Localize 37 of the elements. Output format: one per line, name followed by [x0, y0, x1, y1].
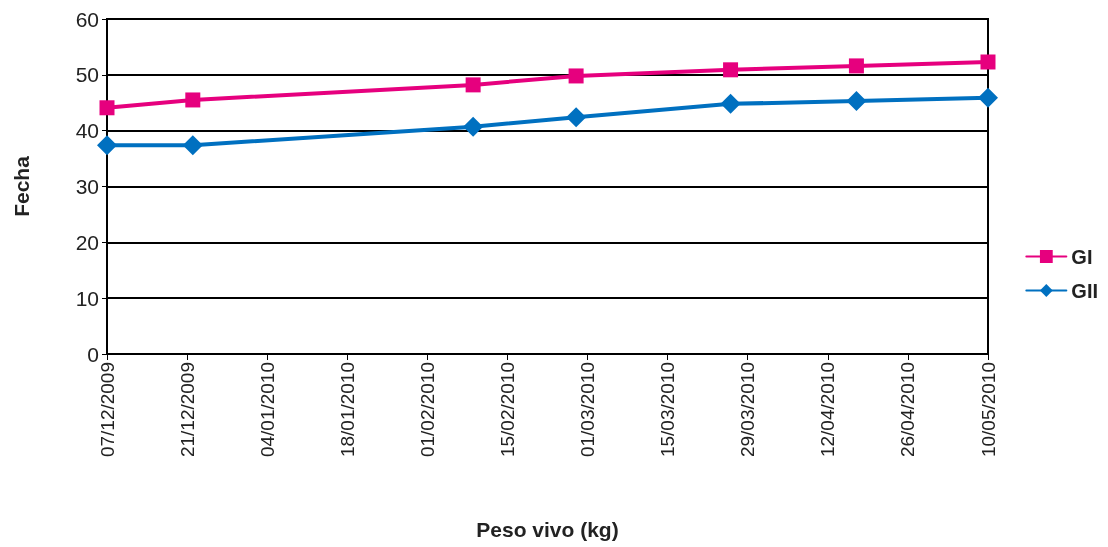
x-tick-label: 01/02/2010 [416, 362, 438, 458]
legend-label: GII [1071, 279, 1098, 302]
point [723, 62, 739, 78]
x-axis-title: Peso vivo (kg) [476, 518, 619, 541]
point [980, 54, 996, 70]
point [978, 87, 998, 108]
point [720, 93, 741, 114]
x-tick-label: 04/01/2010 [256, 362, 278, 458]
x-tick-label: 10/05/2010 [977, 362, 999, 458]
point [182, 135, 203, 156]
x-tick-label: 15/02/2010 [496, 362, 518, 458]
x-tick-label: 29/03/2010 [737, 362, 759, 458]
legend-label: GI [1071, 245, 1093, 268]
x-tick-label: 01/03/2010 [577, 362, 599, 458]
point [568, 68, 584, 84]
x-tick-label: 21/12/2009 [176, 362, 198, 458]
point [848, 58, 864, 74]
point [99, 100, 115, 116]
y-tick-label: 40 [75, 119, 99, 143]
point [465, 77, 481, 93]
point [185, 92, 201, 108]
y-tick-label: 60 [75, 7, 99, 31]
x-tick-label: 12/04/2010 [817, 362, 839, 458]
y-tick-label: 20 [75, 230, 99, 254]
y-tick-label: 50 [75, 63, 99, 87]
point [846, 91, 867, 112]
x-tick-label: 07/12/2009 [96, 362, 118, 458]
y-tick-label: 0 [87, 342, 99, 366]
point [566, 107, 587, 128]
x-tick-label: 18/01/2010 [336, 362, 358, 458]
point [97, 135, 117, 156]
y-tick-label: 10 [75, 286, 99, 310]
y-tick-label: 30 [75, 175, 99, 198]
x-tick-label: 26/04/2010 [897, 362, 919, 458]
x-tick-label: 15/03/2010 [657, 362, 679, 458]
y-axis-title: Fecha [10, 155, 33, 217]
point [463, 116, 484, 137]
